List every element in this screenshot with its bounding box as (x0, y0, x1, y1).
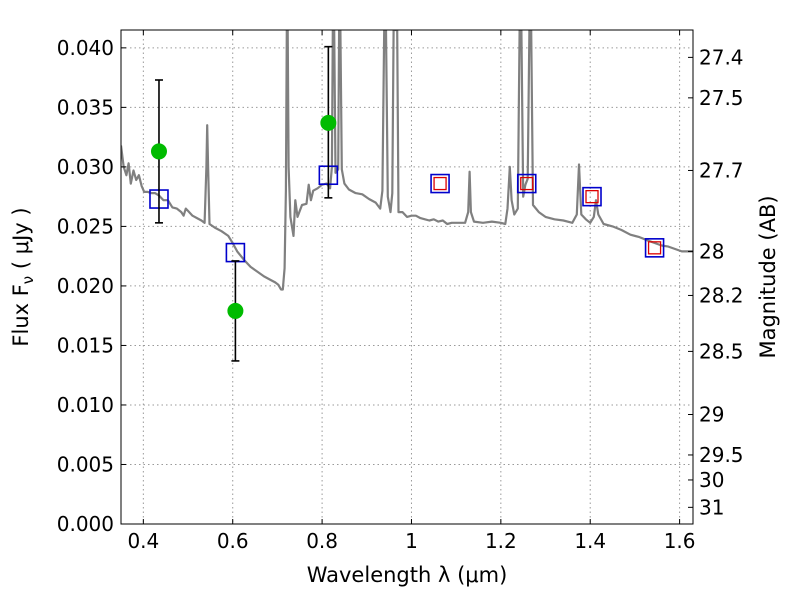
plot-frame (120, 29, 694, 525)
model-photometry-inner-box (520, 176, 534, 191)
model-spectrum-line (121, 30, 693, 291)
marker-layer (149, 45, 665, 362)
right-tick-label: 27.4 (699, 45, 744, 69)
model-photometry-box (644, 238, 665, 258)
observed-point (227, 302, 244, 319)
tick-labels: 0.4 0.6 0.8 1 1.2 1.4 1.6 0.000 0.005 0.010 0.015 0… (57, 36, 744, 553)
x-tick-label: 1 (405, 529, 418, 553)
y-axis-label: Flux Fν ( μJy ) (9, 207, 37, 346)
x-tick-label: 0.6 (217, 529, 249, 553)
x-tick-label: 0.4 (127, 529, 159, 553)
observed-point (320, 114, 337, 131)
y-axis-label-unit: ( μJy ) (9, 207, 33, 275)
x-tick-label: 1.6 (664, 529, 696, 553)
right-tick-label: 28.5 (699, 339, 744, 363)
y-axis-label-sub: ν (19, 276, 37, 284)
model-photometry-box (516, 173, 537, 194)
right-axis-label: Magnitude (AB) (756, 195, 780, 358)
right-tick-label: 28.2 (699, 283, 744, 307)
right-tick-label: 27.5 (699, 86, 744, 110)
right-tick-label: 30 (699, 468, 724, 492)
model-photometry-box (582, 186, 602, 207)
x-axis-label: Wavelength λ (μm) (307, 563, 508, 587)
y-tick-label: 0.000 (57, 512, 114, 536)
y-tick-label: 0.020 (57, 274, 114, 298)
right-tick-label: 31 (699, 495, 724, 519)
right-tick-label: 27.7 (699, 158, 744, 182)
y-tick-label: 0.015 (57, 333, 114, 357)
x-tick-label: 1.4 (574, 529, 606, 553)
y-axis-label-main: Flux F (9, 284, 33, 346)
x-tick-label: 0.8 (306, 529, 338, 553)
model-photometry-box (430, 173, 450, 194)
spectrum-layer (121, 30, 693, 291)
observed-point (150, 143, 167, 160)
tick-marks (121, 30, 693, 525)
model-photometry-inner-box (585, 190, 599, 204)
model-photometry-inner-box (433, 176, 447, 191)
y-tick-label: 0.025 (57, 214, 114, 238)
right-tick-label: 29.5 (699, 443, 744, 467)
y-tick-label: 0.010 (57, 393, 114, 417)
y-tick-label: 0.035 (57, 95, 114, 119)
model-photometry-inner-box (647, 241, 662, 255)
y-tick-label: 0.005 (57, 452, 114, 476)
right-tick-label: 28 (699, 239, 724, 263)
right-tick-label: 29 (699, 402, 724, 426)
grid-lines (121, 30, 693, 525)
y-tick-label: 0.030 (57, 155, 114, 179)
x-tick-label: 1.2 (485, 529, 517, 553)
y-tick-label: 0.040 (57, 36, 114, 60)
